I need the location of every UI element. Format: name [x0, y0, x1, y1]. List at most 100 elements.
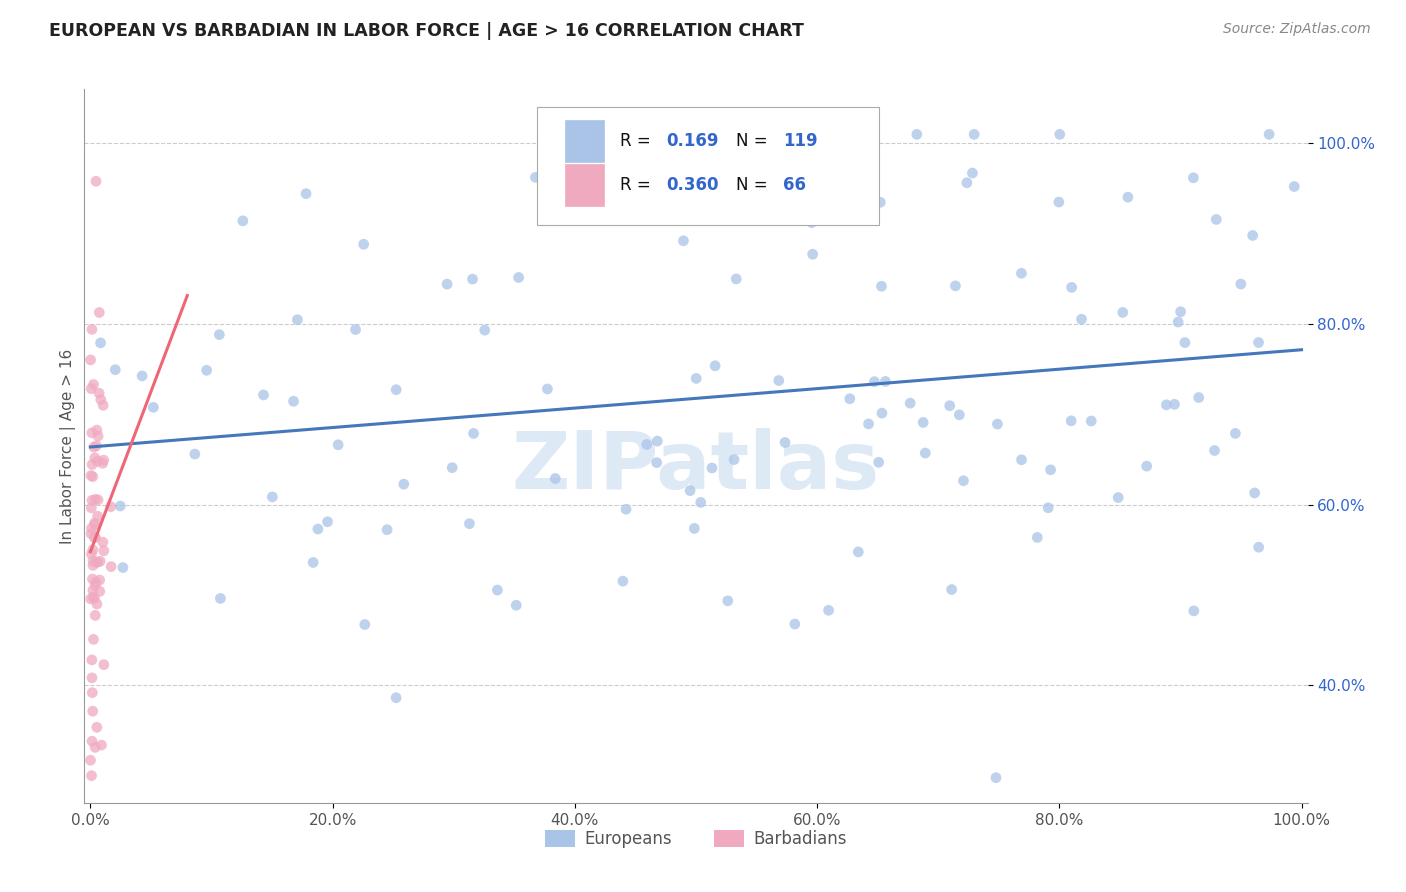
- Point: [83, 531, 105, 545]
- Point: [209, 591, 232, 606]
- Point: [689, 495, 711, 509]
- Point: [1241, 228, 1264, 243]
- Point: [505, 599, 527, 613]
- Point: [1060, 414, 1083, 428]
- Point: [945, 278, 967, 293]
- Point: [232, 214, 254, 228]
- Point: [1010, 266, 1032, 280]
- Point: [544, 471, 567, 485]
- Point: [458, 516, 481, 531]
- Point: [93, 453, 115, 467]
- Point: [86, 439, 108, 453]
- Point: [86, 720, 108, 734]
- Point: [87, 429, 110, 443]
- Point: [870, 406, 893, 420]
- Point: [1047, 195, 1070, 210]
- Point: [1284, 179, 1306, 194]
- Point: [184, 447, 207, 461]
- Point: [80, 493, 103, 508]
- Point: [80, 500, 103, 515]
- Point: [800, 216, 823, 230]
- Point: [195, 363, 218, 377]
- Point: [636, 437, 658, 451]
- Point: [645, 456, 668, 470]
- Point: [84, 174, 107, 188]
- Point: [898, 396, 921, 410]
- Point: [912, 416, 935, 430]
- Point: [80, 468, 103, 483]
- Point: [91, 535, 114, 549]
- Point: [83, 591, 105, 606]
- Point: [1167, 315, 1189, 329]
- Point: [474, 323, 496, 337]
- Point: [80, 671, 103, 685]
- Point: [1170, 304, 1192, 318]
- Point: [87, 386, 110, 401]
- Point: [1049, 128, 1071, 142]
- Text: Source: ZipAtlas.com: Source: ZipAtlas.com: [1223, 22, 1371, 37]
- Point: [84, 492, 107, 507]
- Point: [1112, 305, 1135, 319]
- Point: [89, 554, 111, 568]
- Point: [956, 176, 979, 190]
- Point: [647, 434, 669, 449]
- Point: [295, 186, 318, 201]
- Point: [986, 417, 1008, 431]
- Point: [463, 426, 485, 441]
- Point: [1136, 459, 1159, 474]
- Point: [86, 454, 108, 468]
- Point: [941, 582, 963, 597]
- Point: [1107, 491, 1129, 505]
- Point: [111, 560, 134, 574]
- Point: [91, 398, 114, 412]
- Point: [80, 526, 103, 541]
- Point: [1182, 170, 1205, 185]
- Point: [1247, 335, 1270, 350]
- Point: [84, 530, 107, 544]
- Point: [914, 446, 936, 460]
- Point: [316, 515, 339, 529]
- Point: [79, 753, 101, 767]
- Point: [83, 516, 105, 531]
- Point: [1247, 540, 1270, 554]
- Point: [100, 559, 122, 574]
- Point: [93, 543, 115, 558]
- Point: [725, 272, 748, 286]
- Point: [83, 377, 105, 392]
- Point: [80, 547, 103, 561]
- Text: 0.169: 0.169: [666, 132, 718, 150]
- Point: [1230, 277, 1253, 291]
- Point: [486, 583, 509, 598]
- Point: [82, 583, 104, 598]
- Point: [1039, 463, 1062, 477]
- Point: [723, 452, 745, 467]
- Point: [80, 382, 103, 396]
- Point: [110, 499, 132, 513]
- Point: [783, 617, 806, 632]
- Point: [142, 401, 165, 415]
- Point: [1080, 414, 1102, 428]
- Point: [86, 555, 108, 569]
- Point: [863, 375, 886, 389]
- Point: [353, 617, 375, 632]
- Point: [508, 270, 530, 285]
- Point: [90, 392, 112, 407]
- Point: [801, 247, 824, 261]
- Point: [683, 521, 706, 535]
- Point: [838, 392, 860, 406]
- Point: [766, 128, 789, 142]
- Point: [82, 632, 104, 647]
- Point: [80, 769, 103, 783]
- Point: [83, 440, 105, 454]
- Point: [868, 455, 890, 469]
- Point: [870, 279, 893, 293]
- Point: [208, 327, 231, 342]
- FancyBboxPatch shape: [565, 120, 605, 162]
- Point: [1182, 604, 1205, 618]
- Point: [344, 322, 367, 336]
- Point: [86, 423, 108, 437]
- Point: [82, 704, 104, 718]
- FancyBboxPatch shape: [537, 107, 880, 225]
- Point: [1038, 500, 1060, 515]
- Point: [938, 399, 960, 413]
